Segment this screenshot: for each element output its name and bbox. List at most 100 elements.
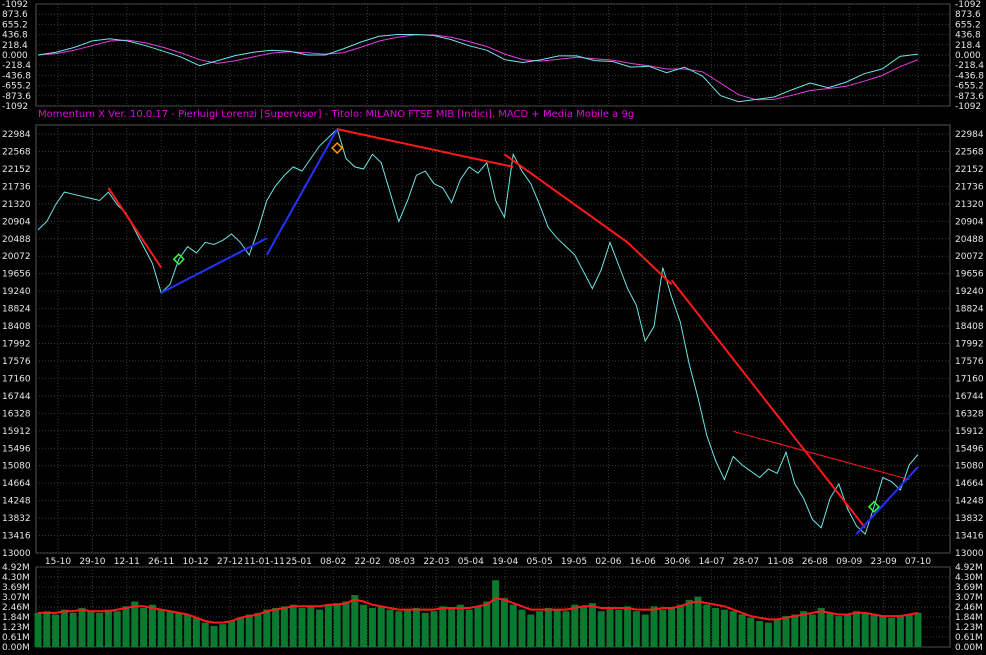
volume-bar bbox=[377, 606, 385, 647]
price-y-tick-right: 21736 bbox=[955, 182, 984, 192]
volume-bar bbox=[729, 611, 737, 647]
price-y-tick-left: 13832 bbox=[2, 514, 31, 524]
price-y-tick-left: 16744 bbox=[2, 392, 31, 402]
volume-bar bbox=[782, 616, 790, 647]
volume-y-tick-right: 4.30M bbox=[955, 573, 983, 583]
price-y-tick-right: 20488 bbox=[955, 235, 984, 245]
x-tick-label: 16-06 bbox=[630, 557, 656, 567]
price-y-tick-left: 22984 bbox=[2, 130, 31, 140]
volume-bar bbox=[324, 604, 332, 647]
volume-bar bbox=[518, 609, 526, 647]
macd-y-tick-right: 218.4 bbox=[955, 41, 981, 51]
volume-bar bbox=[852, 611, 860, 647]
volume-bar bbox=[166, 611, 174, 647]
volume-y-tick-right: 0.00M bbox=[955, 643, 983, 650]
volume-bar bbox=[465, 609, 473, 647]
x-tick-label: 22-02 bbox=[355, 557, 381, 567]
price-y-tick-right: 20904 bbox=[955, 217, 984, 227]
trendline-up bbox=[855, 466, 919, 535]
volume-bar bbox=[659, 609, 667, 647]
price-y-tick-left: 15912 bbox=[2, 427, 31, 437]
volume-y-tick-left: 4.92M bbox=[2, 563, 30, 573]
x-tick-label: 08-02 bbox=[320, 557, 346, 567]
macd-y-tick-right: -218.4 bbox=[955, 61, 984, 71]
volume-bar bbox=[87, 611, 95, 647]
x-tick-label: 10-12 bbox=[183, 557, 209, 567]
volume-bar bbox=[632, 611, 640, 647]
price-y-tick-left: 16328 bbox=[2, 409, 31, 419]
volume-bar bbox=[764, 622, 772, 647]
sell-signal-marker bbox=[331, 141, 344, 155]
volume-bar bbox=[351, 595, 359, 647]
volume-bar bbox=[676, 604, 684, 647]
chart-title: Momentum X Ver. 10.0.17 - Pierluigi Lore… bbox=[38, 109, 634, 120]
volume-bar bbox=[272, 608, 280, 647]
volume-bar bbox=[888, 617, 896, 647]
volume-bar bbox=[712, 608, 720, 647]
volume-bar bbox=[456, 604, 464, 647]
volume-bar bbox=[808, 614, 816, 647]
volume-bar bbox=[791, 614, 799, 647]
volume-bar bbox=[368, 608, 376, 647]
macd-y-tick-right: -1092 bbox=[955, 102, 981, 112]
macd-y-tick-left: -655.2 bbox=[2, 82, 31, 92]
x-tick-label: 30-06 bbox=[664, 557, 690, 567]
macd-y-tick-right: 873.6 bbox=[955, 10, 981, 20]
volume-bar bbox=[184, 614, 192, 647]
trendline-down bbox=[107, 187, 163, 269]
price-y-tick-right: 15080 bbox=[955, 462, 984, 472]
x-tick-label: 29-10 bbox=[79, 557, 105, 567]
x-tick-label: 25-01 bbox=[286, 557, 312, 567]
volume-bar bbox=[641, 614, 649, 647]
volume-bar bbox=[34, 612, 42, 647]
volume-bar bbox=[157, 609, 165, 647]
price-y-tick-left: 14664 bbox=[2, 479, 31, 489]
x-tick-label: 19-04 bbox=[492, 557, 518, 567]
volume-average-line bbox=[38, 597, 919, 624]
x-tick-label: 07-10 bbox=[905, 557, 931, 567]
price-y-tick-right: 18408 bbox=[955, 322, 984, 332]
volume-bar bbox=[571, 604, 579, 647]
price-y-tick-right: 22984 bbox=[955, 130, 984, 140]
macd-y-tick-left: 655.2 bbox=[2, 20, 28, 30]
price-y-tick-right: 14664 bbox=[955, 479, 984, 489]
macd-y-tick-left: -1092 bbox=[2, 0, 28, 10]
volume-bar bbox=[914, 612, 922, 647]
volume-y-tick-right: 1.84M bbox=[955, 613, 983, 623]
macd-y-tick-left: -873.6 bbox=[2, 92, 31, 102]
price-y-tick-left: 13416 bbox=[2, 532, 31, 542]
trendline-down bbox=[670, 279, 866, 529]
trendline-up bbox=[160, 237, 268, 294]
volume-bar bbox=[879, 616, 887, 647]
volume-y-tick-right: 3.07M bbox=[955, 593, 983, 603]
macd-y-tick-right: 436.8 bbox=[955, 31, 981, 41]
volume-bar bbox=[175, 612, 183, 647]
volume-bar bbox=[439, 606, 447, 647]
volume-bar bbox=[289, 604, 297, 647]
volume-bar bbox=[835, 616, 843, 647]
volume-bar bbox=[624, 606, 632, 647]
price-y-tick-left: 19656 bbox=[2, 270, 31, 280]
trendline-thin bbox=[733, 430, 910, 481]
price-y-tick-right: 17992 bbox=[955, 340, 984, 350]
volume-bar bbox=[615, 609, 623, 647]
volume-bar bbox=[316, 609, 324, 647]
volume-bar bbox=[78, 608, 86, 647]
volume-bar bbox=[96, 612, 104, 647]
macd-y-tick-right: -1092 bbox=[955, 0, 981, 10]
price-y-tick-right: 15912 bbox=[955, 427, 984, 437]
macd-y-tick-left: 436.8 bbox=[2, 31, 28, 41]
volume-bar bbox=[747, 617, 755, 647]
macd-y-tick-left: -1092 bbox=[2, 102, 28, 112]
volume-bar bbox=[210, 625, 218, 647]
volume-bar bbox=[404, 609, 412, 647]
volume-y-tick-left: 2.46M bbox=[2, 603, 30, 613]
volume-bar bbox=[412, 608, 420, 647]
macd-y-tick-left: 873.6 bbox=[2, 10, 28, 20]
price-y-tick-right: 21320 bbox=[955, 200, 984, 210]
trendline-down bbox=[626, 241, 673, 286]
volume-bar bbox=[474, 606, 482, 647]
price-y-tick-left: 17576 bbox=[2, 357, 31, 367]
price-y-tick-right: 20072 bbox=[955, 252, 984, 262]
